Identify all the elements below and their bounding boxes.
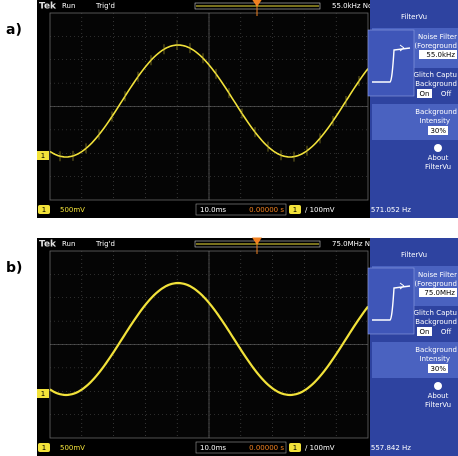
filter-diagram [368,268,414,334]
channel-badge-text: 1 [293,444,297,452]
menu-text: FilterVu [425,163,451,171]
menu-text: Background [415,108,457,116]
menu-text: Intensity [420,355,450,363]
menu-text: About [428,392,449,400]
vertical-scale: 500mV [60,444,85,452]
trigger-level: / 100mV [305,206,335,214]
channel-badge-text: 1 [42,206,46,214]
figure: a) Tek Run Trig'd 55.0kHz Noi FilterVu Noise F… [0,0,458,456]
panel-label: a) [6,22,22,38]
run-status: Run [62,240,75,248]
frequency: 571.052 Hz [371,206,411,214]
trigger-status: Trig'd [95,240,115,248]
info-icon [434,382,442,390]
menu-value: 55.0kHz [426,51,455,59]
toggle-off-text: Off [441,90,452,98]
timebase: 10.0ms [200,444,226,452]
trigger-status: Trig'd [95,2,115,10]
menu-text: Background [415,80,457,88]
horizontal-position: 0.00000 s [249,206,284,214]
menu-value: 30% [430,127,446,135]
scope-panel: b) Tek Run Trig'd 75.0MHz Noi FilterVu Noise F… [6,238,458,456]
toggle-on-text: On [420,328,430,336]
menu-value: 30% [430,365,446,373]
channel-marker-text: 1 [41,152,45,160]
menu-text: (Foreground [414,280,457,288]
menu-text: Noise Filter [418,33,457,41]
vertical-scale: 500mV [60,206,85,214]
menu-text: Intensity [420,117,450,125]
brand: Tek [39,2,57,12]
menu-text: FilterVu [425,401,451,409]
brand: Tek [39,240,57,250]
timebase: 10.0ms [200,206,226,214]
channel-badge-text: 1 [293,206,297,214]
menu-title: FilterVu [401,251,427,259]
menu-title: FilterVu [401,13,427,21]
menu-value: 75.0MHz [424,289,455,297]
menu-text: Glitch Captu [414,71,457,79]
channel-badge-text: 1 [42,444,46,452]
channel-marker-text: 1 [41,390,45,398]
filter-readout: 55.0kHz Noi [332,2,374,10]
toggle-on-text: On [420,90,430,98]
filter-diagram [368,30,414,96]
panel-label: b) [6,260,22,276]
toggle-off-text: Off [441,328,452,336]
menu-text: Background [415,346,457,354]
filter-readout: 75.0MHz Noi [332,240,376,248]
info-icon [434,144,442,152]
horizontal-position: 0.00000 s [249,444,284,452]
scope-panel: a) Tek Run Trig'd 55.0kHz Noi FilterVu Noise F… [6,0,458,218]
menu-text: Glitch Captu [414,309,457,317]
menu-text: (Foreground [414,42,457,50]
run-status: Run [62,2,75,10]
frequency: 557.842 Hz [371,444,411,452]
menu-text: Noise Filter [418,271,457,279]
trigger-level: / 100mV [305,444,335,452]
menu-text: Background [415,318,457,326]
menu-text: About [428,154,449,162]
